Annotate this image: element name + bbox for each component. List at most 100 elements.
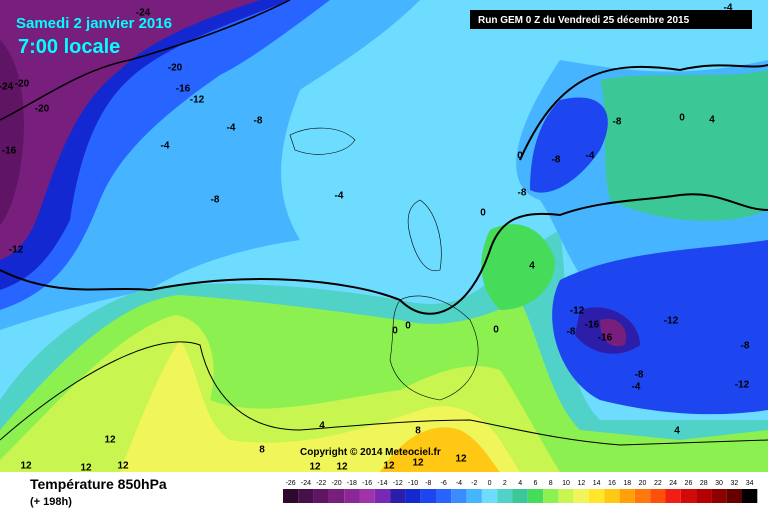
legend-swatch (405, 489, 421, 503)
legend-tick-label: -22 (316, 480, 326, 487)
contour-line (0, 0, 291, 121)
legend-swatch (650, 489, 666, 503)
legend-swatch (665, 489, 681, 503)
footer-title: Température 850hPa (30, 476, 167, 492)
contour-label: -4 (335, 191, 344, 202)
legend-tick-label: -12 (393, 480, 403, 487)
legend-tick-label: -8 (425, 480, 431, 487)
legend-tick-label: 28 (700, 480, 708, 487)
zero-isotherm (519, 64, 768, 161)
contour-label: -16 (585, 320, 600, 331)
legend-tick-label: 8 (549, 480, 553, 487)
contour-label: -20 (15, 79, 30, 90)
coastline (407, 199, 442, 272)
legend-swatch (604, 489, 620, 503)
warm-region (380, 427, 500, 472)
contour-label: -4 (724, 3, 733, 14)
legend-swatch (328, 489, 345, 503)
legend-swatch (696, 489, 712, 503)
contour-label: -12 (735, 380, 750, 391)
zero-isotherm (0, 193, 768, 315)
legend-tick-label: -20 (331, 480, 341, 487)
legend-swatch (344, 489, 360, 503)
legend-tick-label: -26 (286, 480, 296, 487)
contour-label: -12 (9, 245, 24, 256)
legend-swatch (619, 489, 635, 503)
legend-tick-label: 18 (623, 480, 631, 487)
contour-label: 0 (405, 321, 411, 332)
contour-label: 12 (412, 458, 424, 469)
run-box (470, 10, 752, 29)
legend-tick-label: 32 (730, 480, 738, 487)
legend-swatch (390, 489, 406, 503)
legend-tick-label: 14 (593, 480, 601, 487)
contour-label: 0 (493, 325, 499, 336)
legend-swatch (374, 489, 391, 503)
contour-label: -12 (190, 95, 205, 106)
contour-label: 12 (20, 461, 32, 472)
contour-label: -4 (161, 141, 170, 152)
contour-label: 4 (529, 261, 535, 272)
contour-label: -16 (598, 333, 613, 344)
legend-tick-label: 12 (577, 480, 585, 487)
legend-swatch (359, 489, 375, 503)
contour-label: -16 (2, 146, 17, 157)
legend-swatch (283, 489, 299, 503)
contour-label: -8 (211, 195, 220, 206)
contour-label: 12 (383, 461, 395, 472)
contour-line (0, 341, 768, 446)
legend-swatch (451, 489, 467, 503)
very-cold-region (0, 0, 260, 260)
contour-label: 8 (415, 426, 421, 437)
legend-swatch (436, 489, 452, 503)
copyright: Copyright © 2014 Meteociel.fr (300, 447, 441, 458)
coastline (389, 295, 479, 401)
contour-label: -8 (254, 116, 263, 127)
contour-label: 12 (104, 435, 116, 446)
contour-label: 0 (679, 113, 685, 124)
contour-label: -12 (570, 306, 585, 317)
cold-region (552, 240, 768, 415)
mild-region (481, 224, 555, 310)
legend-swatch (313, 489, 329, 503)
legend-swatch (466, 489, 482, 503)
legend-swatch (527, 489, 544, 503)
contour-label: -8 (567, 327, 576, 338)
contour-label: -20 (35, 104, 50, 115)
legend-swatch (726, 489, 742, 503)
contour-label: -8 (552, 155, 561, 166)
contour-label: 4 (319, 421, 325, 432)
contour-label: 12 (117, 461, 129, 472)
legend-tick-label: 34 (746, 480, 754, 487)
run-text: Run GEM 0 Z du Vendredi 25 décembre 2015 (478, 15, 690, 26)
coastline (289, 127, 356, 155)
legend-swatch (420, 489, 436, 503)
legend-swatch (634, 489, 651, 503)
legend-swatch (497, 489, 513, 503)
legend-tick-label: -24 (301, 480, 311, 487)
very-cold-region (0, 40, 24, 225)
legend-tick-label: 24 (669, 480, 677, 487)
legend-tick-label: -18 (347, 480, 357, 487)
contour-label: 4 (674, 426, 680, 437)
legend-tick-label: 0 (488, 480, 492, 487)
contour-label: 0 (517, 151, 523, 162)
legend-swatch (742, 489, 758, 503)
contour-label: 0 (392, 326, 398, 337)
legend-tick-label: -4 (456, 480, 462, 487)
legend-tick-label: 6 (533, 480, 537, 487)
legend-tick-label: 2 (503, 480, 507, 487)
contour-label: -4 (632, 382, 641, 393)
legend-swatch (680, 489, 697, 503)
contour-label: -12 (664, 316, 679, 327)
legend-swatch (711, 489, 727, 503)
time-text: 7:00 locale (18, 36, 120, 58)
legend-tick-label: -14 (377, 480, 387, 487)
legend-swatch (558, 489, 574, 503)
legend-tick-label: 26 (685, 480, 693, 487)
very-cold-region (600, 318, 626, 347)
legend-tick-label: -16 (362, 480, 372, 487)
legend-tick-label: 20 (639, 480, 647, 487)
